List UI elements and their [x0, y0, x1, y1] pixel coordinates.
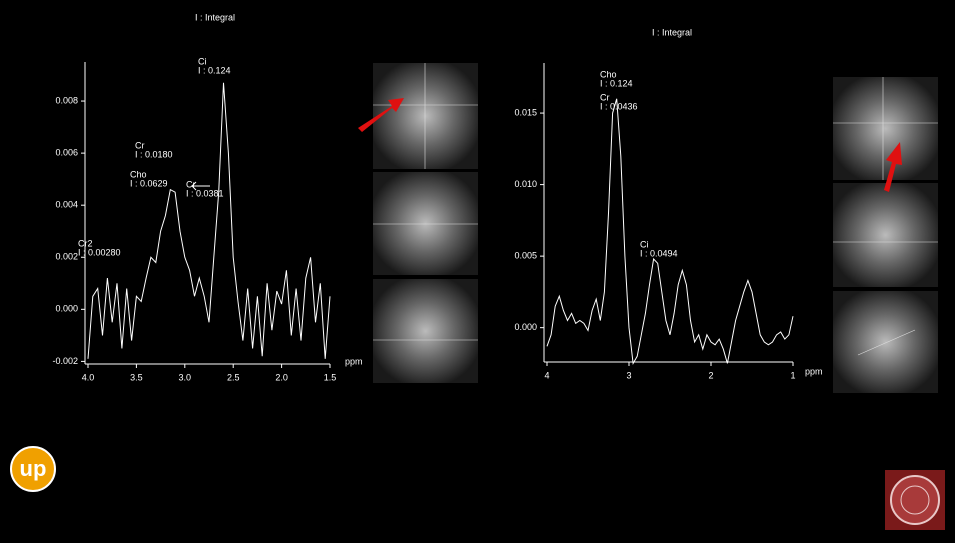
slide: up I : Integral ppm -0.002 0.000 0.002 0.004 0…: [0, 0, 955, 543]
x-tick-label: 2.5: [227, 372, 240, 382]
peak-label: I : 0.124: [600, 78, 633, 88]
y-tick-label: -0.002: [52, 356, 78, 366]
mri-right: [833, 77, 938, 393]
y-tick-label: 0.005: [514, 251, 537, 261]
mri-image: [833, 183, 938, 287]
peak-label: I : 0.124: [198, 65, 231, 75]
x-axis-label: ppm: [345, 356, 363, 366]
mri-image: [373, 63, 478, 169]
y-tick-label: 0.000: [55, 304, 78, 314]
x-axis-label: ppm: [805, 366, 823, 376]
x-tick-label: 4.0: [82, 372, 95, 382]
y-tick-label: 0.000: [514, 322, 537, 332]
chart-title: I : Integral: [195, 12, 235, 22]
spectrum-line: [88, 83, 330, 359]
mri-image: [373, 172, 478, 275]
y-tick-label: 0.006: [55, 147, 78, 157]
mri-image: [373, 279, 478, 383]
y-tick-label: 0.008: [55, 95, 78, 105]
x-tick-label: 1: [790, 370, 795, 380]
peak-label: I : 0.0436: [600, 101, 638, 111]
x-tick-label: 1.5: [324, 372, 337, 382]
spectrum-line: [547, 99, 793, 364]
peak-label: I : 0.0381: [186, 188, 224, 198]
chart-title: I : Integral: [652, 27, 692, 37]
logo-text: up: [20, 456, 47, 481]
y-tick-label: 0.004: [55, 200, 78, 210]
crest: [885, 470, 945, 530]
y-tick-label: 0.002: [55, 252, 78, 262]
x-tick-label: 3: [626, 370, 631, 380]
x-tick-label: 4: [544, 370, 549, 380]
x-tick-label: 2.0: [275, 372, 288, 382]
peak-label: I : 0.00280: [78, 247, 121, 257]
x-tick-label: 3.5: [130, 372, 143, 382]
y-tick-label: 0.015: [514, 107, 537, 117]
peak-label: I : 0.0629: [130, 178, 168, 188]
y-tick-label: 0.010: [514, 179, 537, 189]
logo-up: up: [11, 447, 55, 491]
mri-image: [833, 291, 938, 393]
peak-label: I : 0.0494: [640, 248, 678, 258]
x-tick-label: 2: [708, 370, 713, 380]
x-tick-label: 3.0: [179, 372, 192, 382]
peak-label: I : 0.0180: [135, 149, 173, 159]
mri-left: [358, 63, 478, 383]
mri-image: [833, 77, 938, 180]
